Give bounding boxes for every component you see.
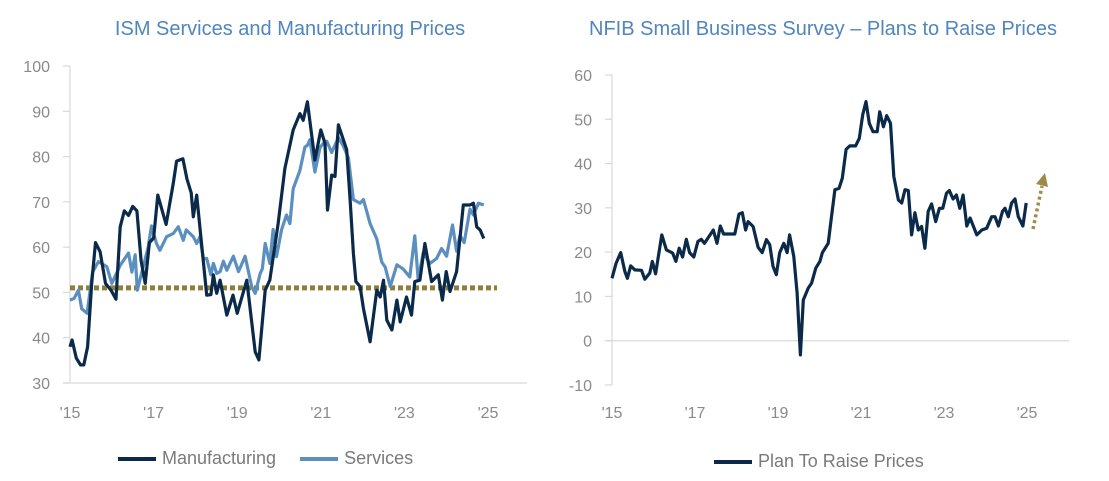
up-arrow-icon (1036, 173, 1048, 187)
x-tick-label: '23 (394, 405, 415, 422)
y-tick-label: 80 (32, 150, 50, 167)
y-tick-label: 50 (574, 112, 592, 129)
x-tick-label: '19 (227, 405, 248, 422)
legend-nfib: Plan To Raise Prices (714, 451, 948, 472)
x-tick-label: '21 (851, 405, 872, 422)
x-tick-label: '25 (1017, 405, 1038, 422)
chart-title-ism: ISM Services and Manufacturing Prices (114, 18, 466, 40)
trend-arrow-shaft (1031, 185, 1044, 230)
y-tick-label: 10 (574, 289, 592, 306)
x-tick-label: '15 (60, 405, 81, 422)
legend-item-manufacturing: Manufacturing (118, 448, 276, 469)
x-tick-label: '17 (685, 405, 706, 422)
legend-swatch-plan-to-raise (714, 459, 752, 464)
y-tick-label: 20 (574, 245, 592, 262)
y-tick-label: 30 (32, 376, 50, 393)
y-tick-label: 0 (583, 334, 592, 351)
series-line-manufacturing (68, 100, 486, 367)
y-tick-label: 70 (32, 195, 50, 212)
y-tick-label: -10 (569, 378, 592, 395)
y-tick-label: 40 (32, 331, 50, 348)
legend-label-plan-to-raise: Plan To Raise Prices (758, 451, 924, 471)
x-tick-label: '25 (478, 405, 499, 422)
y-tick-label: 100 (23, 59, 50, 76)
y-tick-label: 60 (574, 68, 592, 85)
y-tick-label: 50 (32, 285, 50, 302)
legend-item-plan-to-raise: Plan To Raise Prices (714, 451, 924, 472)
series-line-services (69, 136, 485, 315)
y-tick-label: 40 (574, 157, 592, 174)
y-tick-label: 30 (574, 201, 592, 218)
legend-label-manufacturing: Manufacturing (162, 448, 277, 468)
y-tick-label: 60 (32, 240, 50, 257)
legend-ism: Manufacturing Services (118, 448, 437, 469)
x-tick-label: '21 (310, 405, 331, 422)
y-tick-label: 90 (32, 104, 50, 121)
x-tick-label: '15 (602, 405, 623, 422)
x-tick-label: '19 (768, 405, 789, 422)
legend-label-services: Services (344, 448, 414, 468)
legend-swatch-manufacturing (118, 456, 156, 461)
chart-title-nfib: NFIB Small Business Survey – Plans to Ra… (589, 18, 1057, 40)
legend-item-services: Services (300, 448, 413, 469)
legend-swatch-services (300, 456, 339, 461)
x-tick-label: '17 (143, 405, 164, 422)
series-line-plan-to-raise-prices (610, 100, 1028, 357)
x-tick-label: '23 (934, 405, 955, 422)
